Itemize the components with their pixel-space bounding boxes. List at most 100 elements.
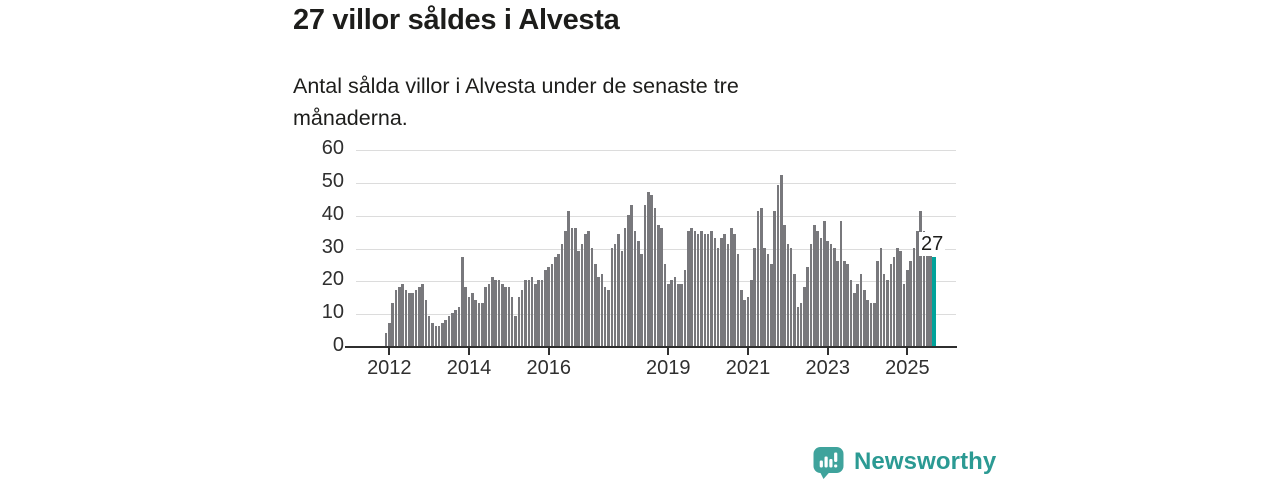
bar [434,326,438,346]
bar [633,231,637,346]
bar [574,227,577,346]
bar [570,227,574,346]
y-axis-tick-label: 10 [321,301,344,324]
brand-wordmark: Newsworthy [854,448,997,475]
bar [862,290,866,346]
bar [706,234,710,346]
bar [872,303,876,346]
bar [421,283,424,346]
bar [743,300,746,346]
bar [736,254,740,346]
bar [474,300,477,346]
bar [444,319,448,346]
bar [530,277,534,346]
bar [667,283,670,346]
bar [497,280,501,346]
gridline [356,150,956,151]
bar [451,313,454,346]
bar [388,323,391,346]
bar [700,231,703,346]
bar [892,257,896,346]
bar [627,214,630,346]
bar [600,273,604,346]
bar [929,254,932,346]
bar [510,296,514,346]
bar [560,244,564,346]
bar [839,221,843,346]
bar [909,260,913,346]
bar [750,280,753,346]
bar [730,227,733,346]
bar [916,231,919,346]
highlight-value-label: 27 [919,232,946,257]
bar [643,204,647,346]
page-subtitle: Antal sålda villor i Alvesta under de se… [293,74,739,130]
bar [593,263,597,346]
bar [816,231,820,346]
bar [683,270,687,346]
bar [926,247,929,346]
bar [713,237,717,346]
y-axis-tick-label: 30 [321,235,344,258]
bar [809,244,813,346]
bar [550,263,554,346]
bar [912,247,916,346]
x-axis-tick-label: 2012 [367,357,412,379]
bar [441,323,444,346]
bar [710,231,713,346]
bar [431,323,434,346]
bar [414,290,418,346]
bar [620,250,624,346]
bar [607,290,610,346]
bar [524,280,527,346]
x-axis-tick-label: 2014 [446,357,492,379]
bar [789,247,793,346]
bar [494,280,497,346]
bar [537,280,541,346]
bar [896,247,899,346]
gridline [356,182,956,184]
bar [397,286,401,346]
bar [514,316,517,346]
bar [849,280,853,346]
bar-chart: 0 10 20 30 40 50 60 2012 2014 2016 2019 2021 2023 202… [321,137,957,379]
bar [906,270,909,346]
bar [401,283,404,346]
bar [852,293,856,346]
bar [773,211,776,346]
bar [391,303,394,346]
y-axis-tick-label: 20 [321,268,344,291]
bar [540,280,544,346]
bar [657,224,660,346]
bar [590,247,594,346]
bar [454,309,458,346]
bar [603,286,607,346]
bar [826,240,829,346]
x-axis-tick-mark [747,348,749,355]
bar [856,283,859,346]
bar [746,296,750,346]
bar [676,283,680,346]
y-axis-tick-label: 0 [332,334,344,356]
bar [617,234,620,346]
bar [696,234,700,346]
bar [886,280,889,346]
bar [882,273,886,346]
x-axis-tick-mark [826,348,829,355]
bar [394,290,398,346]
x-axis-tick-mark [468,348,471,355]
bar [587,231,590,346]
bar [922,231,926,346]
bar [813,224,816,346]
bar [417,286,421,346]
bar [404,290,408,346]
bar [823,221,826,346]
bar [693,231,697,346]
bar [846,263,849,346]
bar [833,247,836,346]
bar [504,286,507,346]
bar [547,267,551,346]
x-axis-tick-mark [906,348,909,355]
bar [623,227,627,346]
